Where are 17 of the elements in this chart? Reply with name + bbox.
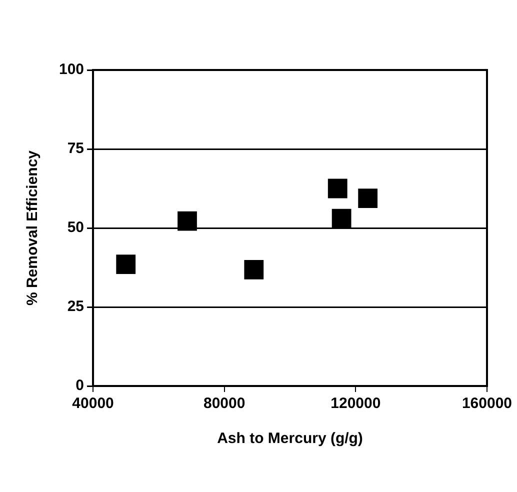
point — [332, 208, 352, 228]
x-tick-label: 160000 — [462, 395, 512, 412]
y-tick-label: 0 — [76, 377, 84, 394]
point — [116, 254, 136, 274]
y-tick-label: 100 — [58, 61, 84, 78]
x-tick-label: 80000 — [203, 395, 246, 412]
y-tick-label: 50 — [67, 219, 84, 236]
x-tick-label: 40000 — [72, 395, 114, 412]
y-axis-title: % Removal Efficiency — [24, 150, 42, 306]
x-tick-label: 120000 — [330, 395, 381, 412]
point — [244, 260, 264, 280]
x-axis-title: Ash to Mercury (g/g) — [217, 430, 363, 448]
y-tick-label: 75 — [67, 140, 84, 158]
point — [358, 188, 378, 208]
y-tick-label: 25 — [67, 298, 84, 316]
point — [328, 178, 348, 198]
point — [178, 211, 197, 231]
